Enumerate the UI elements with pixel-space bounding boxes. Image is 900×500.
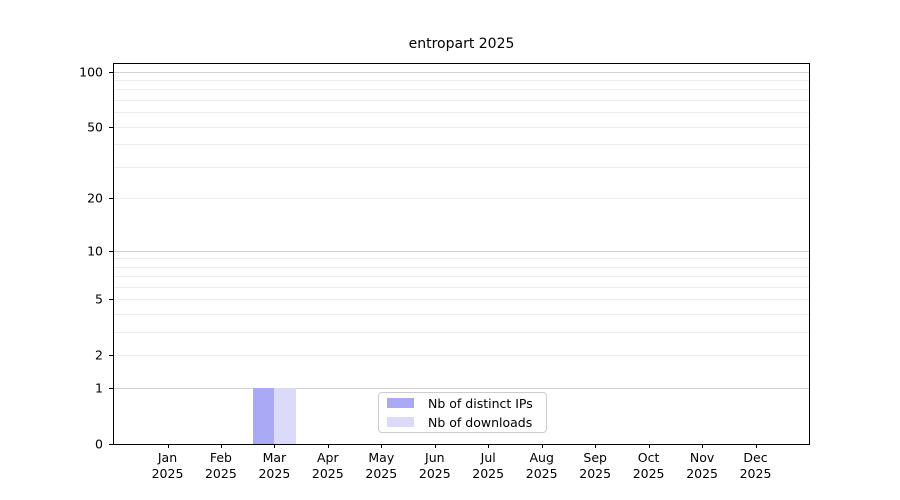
x-tick-label-line: 2025 [204, 466, 237, 481]
x-tick-mark [167, 444, 169, 448]
minor-gridline [114, 166, 809, 168]
y-tick-mark [109, 388, 113, 390]
minor-gridline [114, 80, 809, 81]
legend-row: Nb of distinct IPs [387, 396, 546, 411]
x-tick-mark [220, 444, 222, 448]
y-tick-mark [109, 355, 113, 357]
y-tick-label: 0 [95, 436, 103, 452]
x-tick-label: Sep 2025 [560, 450, 630, 482]
x-tick-mark [488, 444, 490, 448]
x-tick-label-line: 2025 [151, 466, 184, 481]
x-tick-label: May 2025 [346, 450, 416, 482]
y-tick-mark [109, 198, 113, 200]
x-tick-label-line: Nov [689, 450, 715, 465]
legend-row: Nb of downloads [387, 415, 546, 430]
plot-area [113, 63, 810, 445]
legend-swatch [387, 417, 414, 427]
x-tick-label: Dec 2025 [721, 450, 791, 482]
x-tick-label: Oct 2025 [614, 450, 684, 482]
minor-gridline [114, 144, 809, 146]
x-tick-label-line: 2025 [686, 466, 718, 481]
bar-nb-of-distinct-ips [253, 388, 275, 444]
x-tick-label-line: 2025 [632, 466, 665, 481]
x-tick-label: Nov 2025 [667, 450, 737, 482]
x-tick-mark [381, 444, 383, 448]
x-tick-label-line: Feb [209, 450, 232, 465]
x-tick-label-line: Oct [637, 450, 660, 465]
minor-gridline [114, 287, 809, 288]
x-tick-mark [702, 444, 704, 448]
y-tick-mark [109, 71, 113, 73]
y-tick-label: 20 [87, 190, 103, 206]
x-tick-label-line: Jan [157, 450, 178, 465]
y-tick-label: 100 [79, 64, 103, 80]
x-tick-label-line: Mar [262, 450, 287, 465]
y-tick-label: 50 [87, 119, 103, 135]
x-tick-mark [648, 444, 650, 448]
x-tick-mark [274, 444, 276, 448]
x-tick-mark [595, 444, 597, 448]
minor-gridline [114, 112, 809, 114]
major-gridline [114, 250, 809, 252]
x-tick-mark [755, 444, 757, 448]
legend: Nb of distinct IPs Nb of downloads [378, 392, 547, 433]
y-tick-label: 5 [95, 291, 103, 307]
x-tick-label: Jan 2025 [133, 450, 203, 482]
x-tick-label-line: 2025 [258, 466, 291, 481]
minor-gridline [114, 89, 809, 91]
x-tick-label-line: Apr [316, 450, 339, 465]
x-tick-label-line: Sep [583, 450, 607, 465]
minor-gridline [114, 258, 809, 260]
x-tick-label: Jul 2025 [453, 450, 523, 482]
x-tick-label: Apr 2025 [293, 450, 363, 482]
x-tick-label: Jun 2025 [400, 450, 470, 482]
minor-gridline [114, 332, 809, 334]
x-tick-label-line: 2025 [579, 466, 612, 481]
x-tick-label-line: 2025 [365, 466, 398, 481]
legend-swatch [387, 398, 414, 408]
x-tick-label-line: Dec [743, 450, 768, 465]
bar-nb-of-downloads [274, 388, 296, 444]
x-tick-label-line: 2025 [418, 466, 451, 481]
major-gridline [114, 71, 809, 73]
minor-gridline [114, 276, 809, 278]
minor-gridline [114, 100, 809, 102]
x-tick-mark [327, 444, 329, 448]
x-tick-mark [434, 444, 436, 448]
x-tick-label: Feb 2025 [186, 450, 256, 482]
x-tick-mark [541, 444, 543, 448]
x-tick-label-line: Jul [480, 450, 496, 465]
minor-gridline [114, 198, 809, 200]
x-tick-label-line: 2025 [472, 466, 505, 481]
y-tick-label: 1 [95, 380, 103, 396]
x-tick-label-line: May [368, 450, 395, 465]
x-tick-label-line: 2025 [739, 466, 772, 481]
minor-gridline [114, 355, 809, 357]
chart-title: entropart 2025 [408, 36, 515, 52]
minor-gridline [114, 126, 809, 128]
minor-gridline [114, 299, 809, 301]
y-tick-label: 2 [95, 347, 103, 363]
major-gridline [114, 388, 809, 390]
x-tick-label-line: 2025 [311, 466, 344, 481]
x-tick-label-line: Jun [425, 450, 445, 465]
legend-label: Nb of distinct IPs [428, 395, 533, 411]
y-tick-label: 10 [87, 243, 103, 258]
y-tick-mark [109, 126, 113, 128]
y-tick-mark [109, 444, 113, 445]
minor-gridline [114, 314, 809, 316]
x-tick-label-line: Aug [529, 450, 554, 465]
y-tick-mark [109, 250, 113, 252]
legend-label: Nb of downloads [428, 414, 533, 430]
x-tick-label-line: 2025 [525, 466, 558, 481]
x-tick-label: Aug 2025 [507, 450, 577, 482]
x-tick-label: Mar 2025 [239, 450, 309, 482]
y-tick-mark [109, 299, 113, 301]
minor-gridline [114, 266, 809, 268]
